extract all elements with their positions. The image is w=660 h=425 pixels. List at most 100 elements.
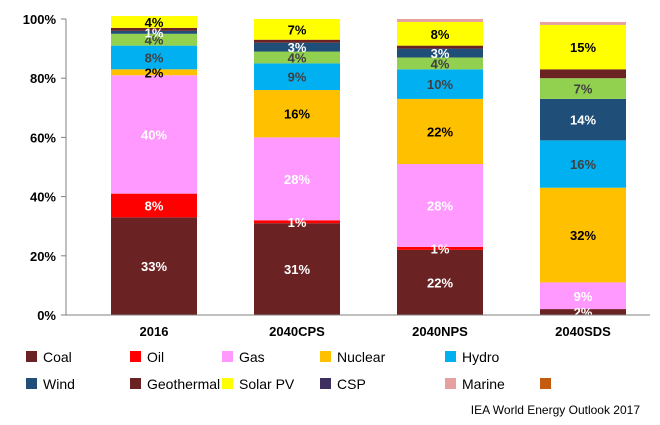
y-tick-label: 60% [30, 130, 56, 145]
data-label: 1% [288, 215, 307, 230]
legend: Coal Oil Gas Nuclear Hydro Wind Geothermal Sola… [26, 349, 551, 392]
bar-segment-2040nps-8 [397, 48, 483, 58]
bar-segment-2040nps-9 [397, 45, 483, 49]
legend-label-solar-pv: Solar PV [239, 376, 295, 392]
data-label: 31% [284, 262, 310, 277]
bar-segment-2040nps-7 [397, 57, 483, 70]
data-label: 15% [570, 40, 596, 55]
legend-label-oil: Oil [147, 349, 164, 365]
source-note: IEA World Energy Outlook 2017 [471, 403, 641, 417]
legend-label-marine: Marine [462, 376, 505, 392]
bar-segment-2040nps-11 [397, 19, 483, 22]
bar-segment-2016-2 [111, 75, 197, 194]
legend-swatch-wind [26, 378, 37, 389]
data-label: 1% [431, 241, 450, 256]
data-label: 22% [427, 275, 453, 290]
legend-swatch-csp [320, 378, 331, 389]
x-tick-label: 2040CPS [269, 324, 325, 339]
legend-swatch-coal [26, 351, 37, 362]
legend-swatch-geothermal [130, 378, 141, 389]
legend-swatch-gas [222, 351, 233, 362]
legend-label-coal: Coal [43, 349, 72, 365]
data-label: 9% [574, 289, 593, 304]
bar-segment-2040sds-2 [540, 282, 626, 310]
bar-segment-2040cps-9 [254, 39, 340, 43]
legend-swatch-marine [445, 378, 456, 389]
data-label: 33% [141, 259, 167, 274]
data-label: 2% [145, 65, 164, 80]
data-label: 9% [288, 70, 307, 85]
bar-segment-2016-8 [111, 30, 197, 34]
data-label: 22% [427, 124, 453, 139]
data-label: 3% [431, 46, 450, 61]
bar-segment-2016-9 [111, 27, 197, 31]
x-axis: 2016 2040CPS 2040NPS 2040SDS [66, 314, 650, 339]
data-label: 10% [427, 77, 453, 92]
legend-swatch-solar-pv [222, 378, 233, 389]
data-label: 8% [145, 198, 164, 213]
bar-segment-2040nps-4 [397, 69, 483, 99]
data-label: 2% [574, 305, 593, 320]
legend-label-hydro: Hydro [462, 349, 500, 365]
bar-segment-2040cps-1 [254, 220, 340, 224]
legend-swatch-nuclear [320, 351, 331, 362]
bar-segment-2040sds-3 [540, 187, 626, 283]
bar-segment-2040nps-2 [397, 164, 483, 247]
y-tick-label: 100% [23, 12, 57, 27]
data-label: 1% [145, 25, 164, 40]
bar-segment-2040cps-10 [254, 19, 340, 40]
data-label: 32% [570, 228, 596, 243]
legend-swatch-unnamed [540, 378, 551, 389]
bar-segment-2040nps-3 [397, 98, 483, 165]
bar-segment-2016-3 [111, 69, 197, 76]
bar-segment-2016-1 [111, 193, 197, 218]
legend-swatch-hydro [445, 351, 456, 362]
data-label: 4% [145, 15, 164, 30]
data-label: 28% [284, 172, 310, 187]
legend-label-nuclear: Nuclear [337, 349, 386, 365]
data-label: 4% [145, 33, 164, 48]
x-tick-label: 2016 [140, 324, 169, 339]
data-label: 14% [570, 113, 596, 128]
data-label: 40% [141, 127, 167, 142]
bar-segment-2040sds-11 [540, 21, 626, 25]
data-label: 16% [570, 157, 596, 172]
bar-segment-2040cps-3 [254, 90, 340, 138]
bar-segment-2040sds-10 [540, 24, 626, 70]
bar-segment-2040cps-2 [254, 137, 340, 221]
y-axis: 0% 20% 40% 60% 80% 100% [23, 12, 67, 323]
bar-segment-2040cps-8 [254, 42, 340, 52]
bar-segment-2040sds-0 [540, 309, 626, 315]
segment-labels: 33%8%40%2%8%4%1%4%31%1%28%16%9%4%3%7%22%… [141, 15, 596, 320]
bar-segment-2040cps-4 [254, 63, 340, 91]
bars [111, 16, 626, 315]
bar-segment-2040nps-1 [397, 246, 483, 250]
legend-label-csp: CSP [337, 376, 366, 392]
y-tick-label: 20% [30, 249, 56, 264]
data-label: 7% [574, 82, 593, 97]
bar-segment-2040cps-0 [254, 223, 340, 315]
bar-segment-2016-10 [111, 16, 197, 28]
data-label: 16% [284, 107, 310, 122]
legend-label-geothermal: Geothermal [147, 376, 220, 392]
bar-segment-2040sds-9 [540, 69, 626, 79]
bar-segment-2016-0 [111, 217, 197, 315]
bar-segment-2040nps-0 [397, 249, 483, 315]
legend-label-wind: Wind [43, 376, 75, 392]
data-label: 28% [427, 198, 453, 213]
legend-swatch-oil [130, 351, 141, 362]
bar-segment-2040nps-10 [397, 21, 483, 46]
data-label: 7% [288, 22, 307, 37]
legend-label-gas: Gas [239, 349, 265, 365]
bar-segment-2040sds-5 [540, 98, 626, 141]
y-tick-label: 80% [30, 71, 56, 86]
bar-segment-2040cps-7 [254, 51, 340, 64]
bar-segment-2016-4 [111, 45, 197, 70]
data-label: 3% [288, 40, 307, 55]
bar-segment-2016-7 [111, 33, 197, 46]
data-label: 4% [288, 50, 307, 65]
data-label: 8% [145, 50, 164, 65]
x-tick-label: 2040SDS [555, 324, 611, 339]
y-tick-label: 0% [37, 308, 56, 323]
